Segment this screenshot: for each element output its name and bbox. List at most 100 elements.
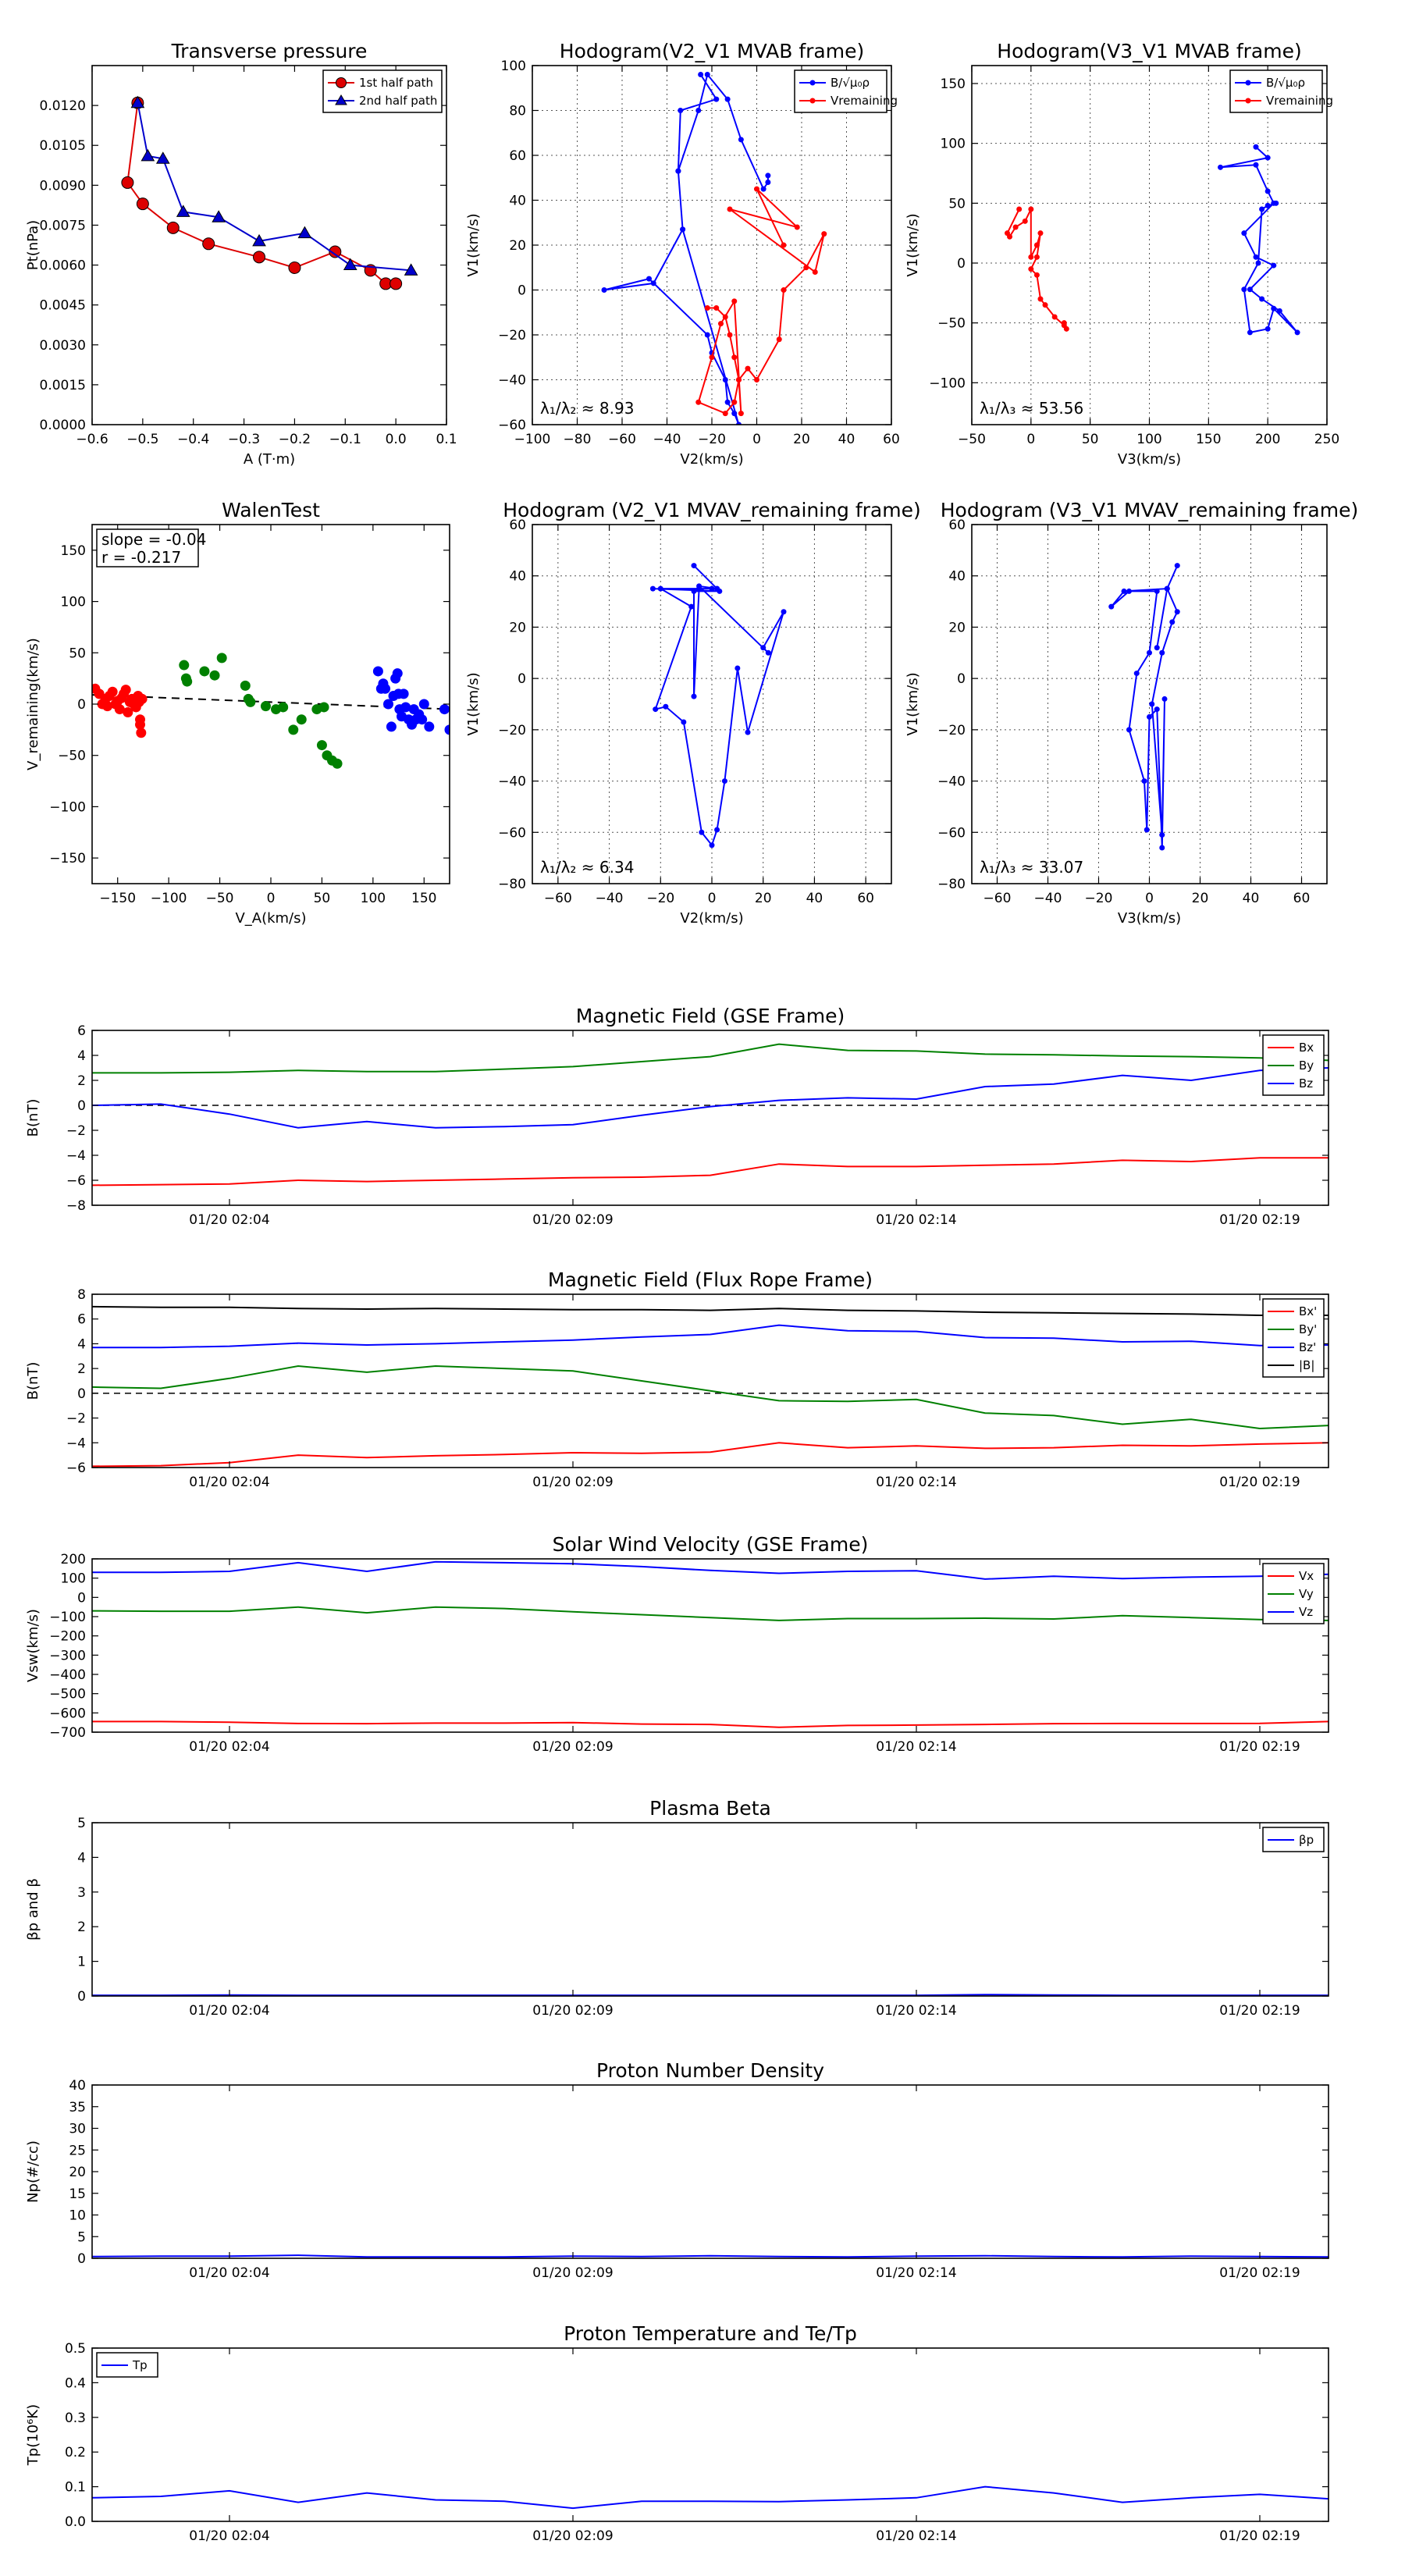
- y-tick-label: 100: [941, 137, 966, 152]
- data-point: [1154, 645, 1160, 651]
- data-point: [1159, 845, 1165, 851]
- data-point: [718, 321, 724, 327]
- x-tick-label: 01/20 02:04: [189, 1739, 269, 1755]
- x-tick-label: 01/20 02:14: [876, 2528, 956, 2544]
- data-point: [120, 685, 131, 696]
- y-tick-label: 5: [77, 2229, 86, 2245]
- data-point: [372, 666, 383, 677]
- data-point: [1133, 671, 1140, 677]
- axes-frame: [91, 2084, 1329, 2259]
- data-point: [754, 186, 759, 192]
- series-line-0: [1111, 565, 1179, 849]
- data-point: [1108, 603, 1115, 610]
- data-point: [137, 693, 148, 704]
- data-point: [288, 261, 301, 274]
- x-tick-label: 0: [752, 432, 761, 447]
- x-tick-label: 50: [1082, 432, 1099, 447]
- y-tick-label: 10: [69, 2208, 86, 2224]
- data-point: [738, 411, 744, 417]
- annotation: λ₁/λ₃ ≈ 33.07: [980, 858, 1083, 877]
- axes-frame: [91, 1030, 1329, 1206]
- y-tick-label: −40: [498, 373, 526, 389]
- data-point: [1147, 649, 1152, 656]
- y-tick-label: 0: [77, 1590, 86, 1606]
- data-point: [776, 336, 782, 343]
- x-tick-label: 01/20 02:14: [876, 1475, 956, 1490]
- data-point: [803, 265, 809, 271]
- plot-area: [601, 72, 827, 425]
- x-tick-label: −0.3: [228, 432, 260, 447]
- x-tick-label: 250: [1314, 432, 1339, 447]
- y-tick-label: −2: [66, 1123, 86, 1139]
- data-point: [663, 703, 669, 710]
- data-point: [297, 226, 312, 239]
- y-tick-label: 0.0000: [40, 418, 86, 433]
- stats-box: [96, 528, 199, 568]
- y-tick-label: 0.2: [65, 2445, 86, 2460]
- data-point: [695, 108, 702, 113]
- data-point: [1147, 713, 1152, 720]
- data-point: [1253, 144, 1259, 150]
- data-point: [765, 180, 771, 185]
- y-tick-label: −700: [49, 1725, 86, 1741]
- y-tick-label: 0.0: [65, 2514, 86, 2530]
- y-tick-label: −80: [937, 877, 966, 892]
- y-tick-label: 25: [69, 2143, 86, 2158]
- data-point: [418, 699, 429, 710]
- panel-mfgse: 01/20 02:04 01/20 02:09 01/20 02:14 01/20 0…: [25, 1005, 1329, 1228]
- y-tick-label: −6: [66, 1173, 86, 1189]
- y-axis-label: βp and β: [25, 1878, 41, 1941]
- data-point: [382, 699, 393, 710]
- data-point: [1174, 563, 1180, 569]
- data-point: [691, 693, 697, 699]
- x-tick-label: −0.2: [279, 432, 311, 447]
- legend-marker: [1245, 80, 1251, 86]
- series-line-2: [92, 1560, 1329, 1580]
- data-point: [1042, 302, 1048, 308]
- data-point: [695, 399, 702, 405]
- x-tick-label: −20: [1085, 891, 1113, 906]
- data-point: [736, 422, 742, 425]
- data-point: [717, 588, 723, 594]
- data-point: [1259, 296, 1265, 302]
- y-tick-label: 0: [518, 671, 526, 687]
- data-point: [107, 686, 118, 697]
- data-point: [1016, 206, 1023, 212]
- panel-vsw: 01/20 02:04 01/20 02:09 01/20 02:14 01/20 0…: [25, 1533, 1329, 1755]
- x-tick-label: 01/20 02:14: [876, 1739, 956, 1755]
- axes-frame: [91, 2347, 1329, 2522]
- legend-marker: [335, 94, 347, 105]
- legend-label: By': [1299, 1322, 1317, 1336]
- x-axis-label: V3(km/s): [1118, 451, 1181, 468]
- chart-title: WalenTest: [222, 499, 320, 521]
- data-point: [649, 585, 656, 592]
- y-tick-label: −100: [49, 1610, 86, 1625]
- annotation: λ₁/λ₂ ≈ 6.34: [540, 858, 634, 877]
- x-axis-label: V3(km/s): [1118, 910, 1181, 927]
- y-axis-label: Np(#/cc): [25, 2140, 41, 2203]
- data-point: [130, 95, 145, 109]
- y-tick-label: 20: [509, 238, 526, 254]
- data-point: [1253, 254, 1259, 260]
- y-tick-label: 0.0060: [40, 258, 86, 274]
- data-point: [1271, 305, 1277, 311]
- x-tick-label: 40: [838, 432, 855, 447]
- axes-frame: [91, 1558, 1329, 1733]
- y-tick-label: 4: [77, 1336, 86, 1352]
- data-point: [1241, 230, 1247, 237]
- y-tick-label: 40: [509, 569, 526, 585]
- y-tick-label: 40: [509, 194, 526, 209]
- y-tick-label: 0: [77, 1098, 86, 1114]
- y-tick-label: 20: [948, 620, 966, 635]
- y-tick-label: 0: [518, 283, 526, 299]
- y-tick-label: −20: [498, 328, 526, 343]
- series-line-1: [137, 102, 411, 272]
- legend-marker: [809, 98, 816, 104]
- series-line-0: [92, 1994, 1329, 1996]
- plot-area: [92, 2485, 1329, 2510]
- data-point: [1028, 266, 1034, 272]
- y-tick-label: 150: [61, 543, 86, 559]
- data-point: [155, 151, 170, 164]
- series-line-0: [653, 564, 784, 847]
